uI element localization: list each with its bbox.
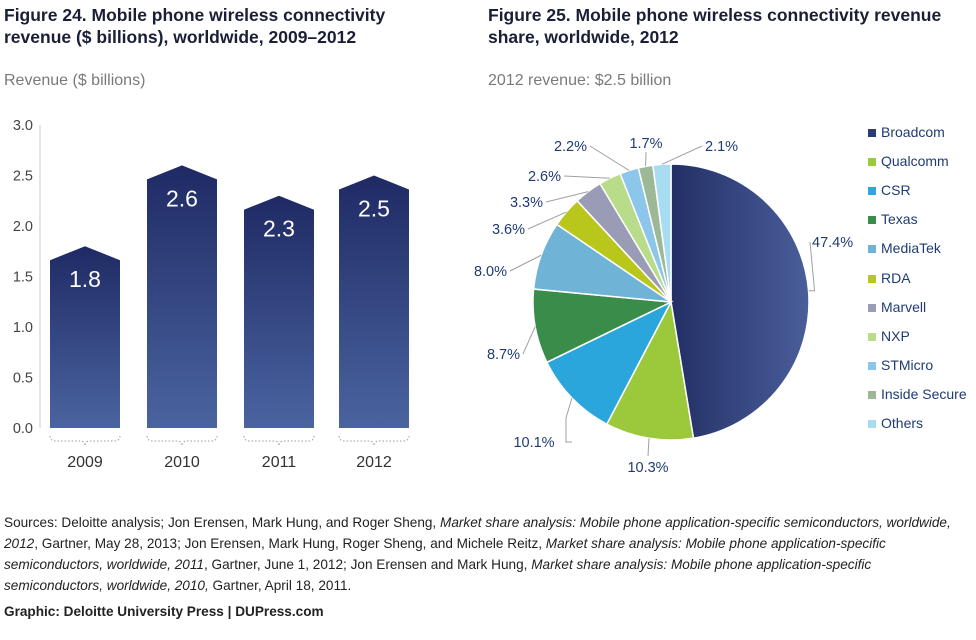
y-tick-label: 1.0 (13, 320, 33, 336)
sources-segment: Market share analysis: Mobile phone appl… (4, 515, 951, 551)
legend-label: STMicro (881, 356, 934, 373)
category-brace (243, 435, 315, 447)
pie-slice-others (652, 163, 672, 303)
legend-swatch (868, 216, 876, 225)
legend-label: Others (881, 415, 924, 431)
x-category-label: 2012 (356, 454, 392, 471)
pie-leader-line (647, 438, 650, 457)
bar-2009 (50, 246, 120, 428)
legend-swatch (868, 158, 876, 167)
figure-25-subtitle: 2012 revenue: $2.5 billion (488, 72, 672, 89)
graphic-credit: Graphic: Deloitte University Press | DUP… (4, 604, 324, 619)
bar-value-label: 2.3 (263, 216, 295, 242)
y-tick-label: 0.0 (13, 421, 33, 437)
sources-segment: Gartner, April 18, 2011. (208, 578, 352, 593)
category-brace (49, 435, 121, 447)
pie-leader-line (661, 145, 703, 165)
bar-2011 (244, 195, 314, 428)
legend-label: MediaTek (881, 240, 941, 257)
pie-leader-line (589, 145, 630, 171)
legend-label: Texas (881, 211, 918, 228)
pie-leader-line (545, 191, 589, 203)
bar-value-label: 1.8 (69, 266, 101, 292)
y-tick-label: 0.5 (13, 371, 33, 387)
sources-note: Sources: Deloitte analysis; Jon Erensen,… (4, 512, 964, 596)
pie-leader-line (509, 254, 542, 272)
pie-value-label: 3.6% (492, 222, 525, 238)
legend-swatch (868, 361, 876, 370)
pie-value-label: 10.3% (627, 460, 668, 476)
y-tick-label: 2.0 (13, 219, 33, 235)
y-tick-label: 1.5 (13, 270, 33, 286)
figure-25-title: Figure 25. Mobile phone wireless connect… (488, 5, 942, 47)
x-category-label: 2011 (262, 454, 297, 471)
pie-slice-broadcom (670, 163, 810, 440)
pie-value-label: 2.6% (528, 169, 561, 185)
pie-leader-line (522, 326, 536, 355)
sources-segment: , Gartner, May 28, 2013; Jon Erensen, Ma… (34, 536, 546, 551)
bar-2010 (147, 165, 217, 428)
category-brace (338, 435, 410, 447)
pie-leader-line (565, 397, 573, 443)
legend-label: Marvell (881, 298, 927, 315)
figure-24-title: Figure 24. Mobile phone wireless connect… (4, 5, 386, 47)
pie-value-label: 8.0% (474, 264, 507, 280)
pie-value-label: 2.1% (705, 139, 738, 155)
legend-label: Inside Secure (881, 385, 967, 402)
y-tick-label: 3.0 (13, 118, 33, 134)
legend-swatch (868, 420, 876, 428)
pie-value-label: 8.7% (487, 347, 520, 363)
legend-swatch (868, 129, 876, 137)
legend-label: Broadcom (881, 124, 945, 140)
legend-swatch (868, 332, 876, 341)
y-tick-label: 2.5 (13, 169, 33, 185)
sources-segment: Market share analysis: Mobile phone appl… (4, 557, 872, 593)
legend-label: Qualcomm (881, 153, 949, 170)
legend-swatch (868, 245, 876, 254)
pie-value-label: 47.4% (812, 235, 853, 251)
legend-swatch (868, 390, 876, 399)
x-category-label: 2009 (67, 454, 103, 471)
category-brace (146, 435, 218, 447)
figure-24-axis-label: Revenue ($ billions) (4, 72, 146, 89)
legend-swatch (868, 274, 876, 283)
pie-value-label: 3.3% (510, 195, 543, 211)
legend-label: CSR (881, 182, 911, 199)
sources-segment: Sources: Deloitte analysis; Jon Erensen,… (4, 515, 440, 530)
sources-segment: , Gartner, June 1, 2012; Jon Erensen and… (203, 557, 532, 572)
pie-value-label: 10.1% (513, 435, 554, 451)
pie-leader-line (808, 241, 816, 292)
legend-label: NXP (881, 327, 910, 344)
x-category-label: 2010 (164, 454, 200, 471)
pie-value-label: 1.7% (629, 136, 662, 152)
bar-value-label: 2.6 (166, 185, 198, 211)
pie-leader-line (527, 211, 567, 230)
pie-value-label: 2.2% (554, 139, 587, 155)
pie-slice-csr (545, 300, 673, 426)
sources-segment: Market share analysis: Mobile phone appl… (4, 536, 886, 572)
bar-value-label: 2.5 (358, 196, 390, 222)
legend-swatch (868, 187, 876, 196)
bar-2012 (339, 175, 409, 428)
legend-label: RDA (881, 269, 911, 286)
legend-swatch (868, 303, 876, 312)
pie-leader-line (563, 175, 610, 179)
